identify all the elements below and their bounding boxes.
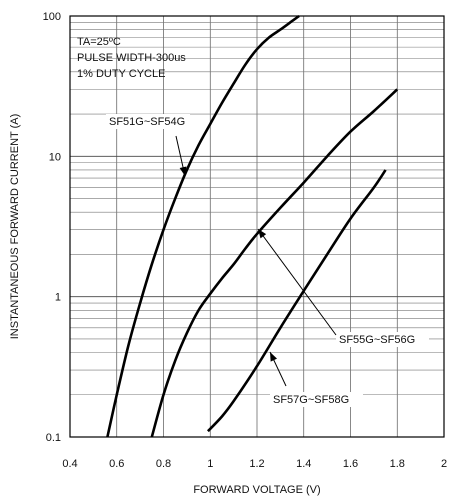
y-tick-label: 1 xyxy=(55,292,61,304)
x-tick-label: 1 xyxy=(207,458,213,470)
x-axis-label: FORWARD VOLTAGE (V) xyxy=(193,484,320,496)
x-tick-label: 1.2 xyxy=(249,458,264,470)
series-label-sf55g-sf56g: SF55G~SF56G xyxy=(339,334,415,346)
y-tick-labels: 0.1 1 10 100 xyxy=(43,11,61,444)
series-label-sf51g-sf54g: SF51G~SF54G xyxy=(109,116,185,128)
x-tick-label: 0.4 xyxy=(62,458,77,470)
y-axis-label: INSTANTANEOUS FORWARD CURRENT (A) xyxy=(9,114,21,340)
arrowhead xyxy=(258,229,267,239)
annotation-duty-cycle: 1% DUTY CYCLE xyxy=(77,68,165,80)
annotation-pulse-width: PULSE WIDTH-300us xyxy=(77,52,186,64)
arrowhead xyxy=(270,352,277,362)
pointer-arrow-sf55g xyxy=(257,228,337,336)
series-line-1 xyxy=(106,14,300,438)
series-line-3 xyxy=(206,169,387,433)
x-tick-label: 1.8 xyxy=(390,458,405,470)
y-tick-label: 0.1 xyxy=(46,432,61,444)
x-tick-label: 1.6 xyxy=(343,458,358,470)
series-label-background xyxy=(270,392,363,407)
y-tick-label: 100 xyxy=(43,11,61,23)
x-tick-label: 2 xyxy=(441,458,447,470)
x-tick-label: 1.4 xyxy=(296,458,311,470)
series-label-background xyxy=(106,114,190,129)
x-tick-labels: 0.4 0.6 0.8 1 1.2 1.4 1.6 1.8 2 xyxy=(62,458,447,470)
x-tick-label: 0.6 xyxy=(109,458,124,470)
annotation-temperature: TA=25ºC xyxy=(77,36,121,48)
x-tick-label: 0.8 xyxy=(156,458,171,470)
series-label-background xyxy=(336,332,429,347)
series-label-sf57g-sf58g: SF57G~SF58G xyxy=(273,394,349,406)
series-group xyxy=(106,14,399,438)
y-tick-label: 10 xyxy=(49,151,61,163)
arrowhead xyxy=(179,166,187,176)
plot-frame xyxy=(69,15,445,438)
series-line-2 xyxy=(150,88,399,438)
